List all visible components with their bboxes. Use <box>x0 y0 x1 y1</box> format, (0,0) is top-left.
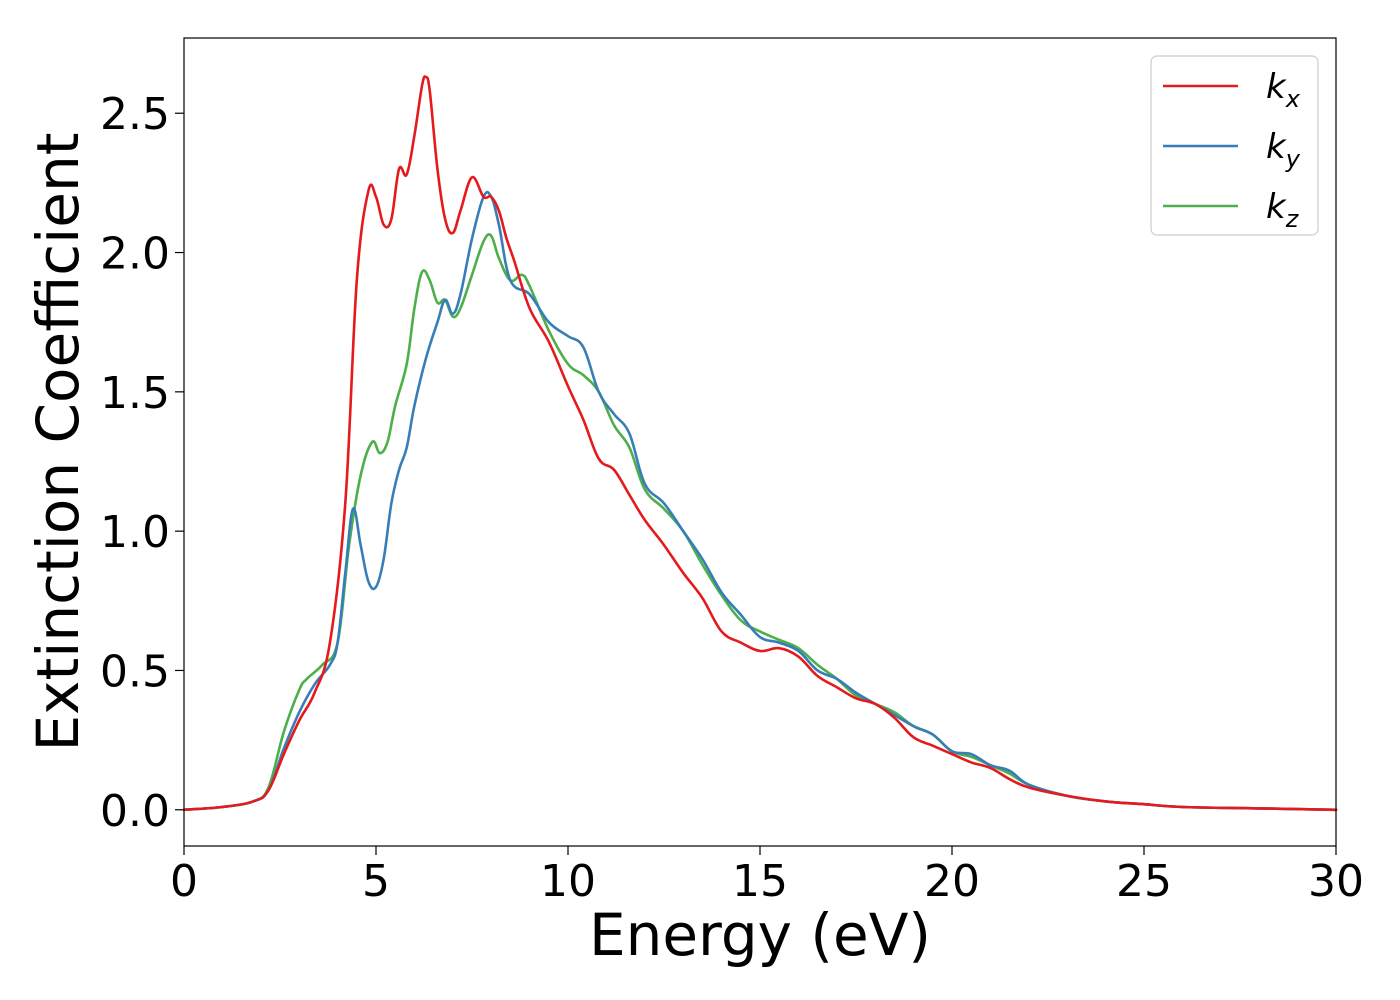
y-tick-label: 2.5 <box>100 89 170 140</box>
x-tick-label: 5 <box>362 856 390 907</box>
x-tick-label: 0 <box>170 856 198 907</box>
y-tick-label: 1.0 <box>100 507 170 558</box>
x-tick-label: 25 <box>1116 856 1172 907</box>
y-axis-label: Extinction Coefficient <box>24 133 92 752</box>
x-tick-label: 10 <box>540 856 596 907</box>
x-tick-label: 15 <box>732 856 788 907</box>
series-line-k-x <box>182 75 1338 812</box>
series-layer <box>182 75 1338 812</box>
y-tick-label: 1.5 <box>100 368 170 419</box>
y-tick-label: 0.0 <box>100 786 170 837</box>
legend-label-k-y: ky <box>1266 127 1301 173</box>
y-tick-label: 2.0 <box>100 229 170 280</box>
series-line-k-y <box>182 190 1338 812</box>
x-axis-ticks: 0 5 10 15 20 25 30 <box>170 846 1364 907</box>
legend-label-k-z: kz <box>1266 187 1300 233</box>
y-tick-label: 0.5 <box>100 646 170 697</box>
x-tick-label: 30 <box>1308 856 1364 907</box>
legend-label-k-x: kx <box>1266 67 1301 113</box>
x-axis-label: Energy (eV) <box>589 901 931 969</box>
x-tick-label: 20 <box>924 856 980 907</box>
legend: kx ky kz <box>1150 55 1319 236</box>
y-axis-ticks: 0.0 0.5 1.0 1.5 2.0 2.5 <box>100 89 184 837</box>
